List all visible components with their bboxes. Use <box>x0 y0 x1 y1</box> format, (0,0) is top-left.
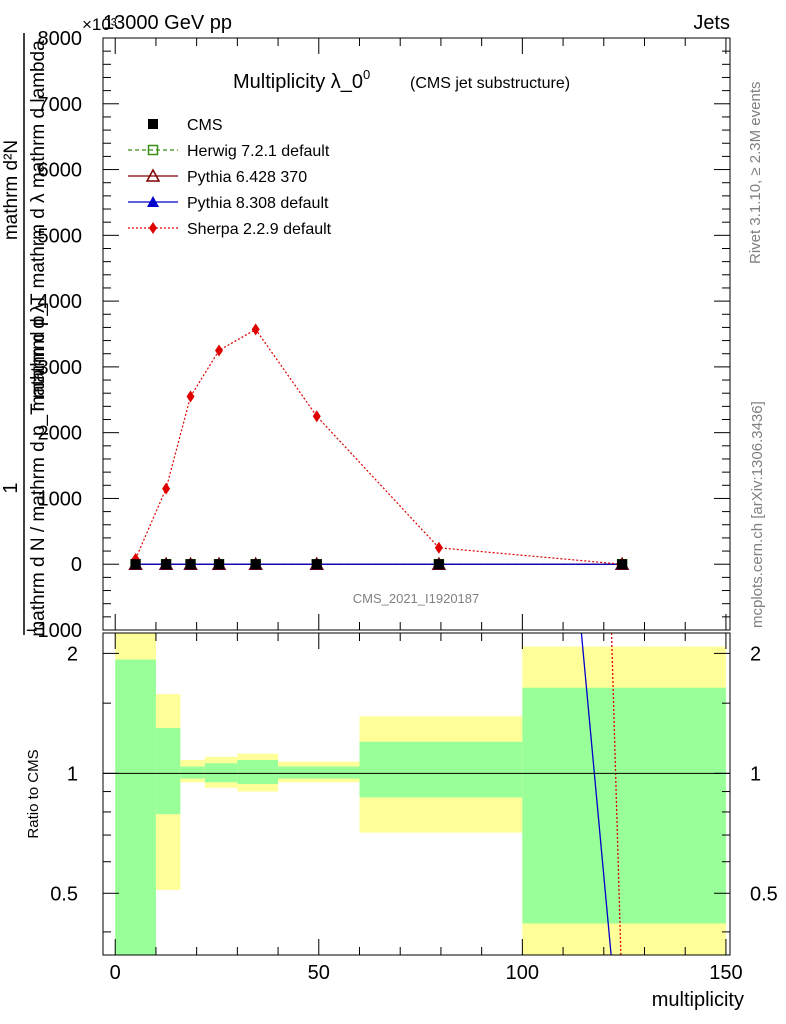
ratio-band-green <box>155 727 181 815</box>
legend-label-herwig-7-2-1-default: Herwig 7.2.1 default <box>187 143 330 160</box>
main-plot-frame <box>102 37 731 631</box>
chart-title-main: Multiplicity λ_0 <box>233 71 363 93</box>
ratio-y-tick-label-right: 2 <box>750 643 761 665</box>
cms-point <box>311 559 322 570</box>
cms-point <box>185 559 196 570</box>
sherpa-2-2-9-default-point <box>162 482 171 495</box>
chart-subtitle: (CMS jet substructure) <box>410 75 570 92</box>
y-tick-label: 5000 <box>38 225 83 247</box>
ratio-band-green <box>180 766 205 779</box>
analysis-id: CMS_2021_I1920187 <box>353 591 480 606</box>
ylabel-denominator: mathrm d p_T mathrm d λ mathrm d lambda <box>28 40 49 412</box>
y-tick-label: 2000 <box>38 423 83 445</box>
ratio-band-green <box>522 687 726 924</box>
cms-point <box>250 559 261 570</box>
ratio-plot-frame <box>102 632 731 956</box>
ylabel-prefix-denominator: mathrm d N / mathrm d p_T mathrm d λ <box>28 303 49 637</box>
x-tick-label: 50 <box>308 962 330 984</box>
sherpa-2-2-9-default-point <box>251 323 260 336</box>
energy-label: 13000 GeV pp <box>103 12 232 34</box>
legend-label-cms: CMS <box>187 117 223 134</box>
legend-label-sherpa-2-2-9-default: Sherpa 2.2.9 default <box>187 221 332 238</box>
ratio-y-tick-label: 0.5 <box>50 883 78 905</box>
pythia-8-308-default-ratio-line <box>580 632 612 956</box>
ratio-plot-panel: 0.5 0.5 1 1 2 2 0 50 100 150 <box>50 632 778 984</box>
y-tick-label: 8000 <box>38 28 83 50</box>
ylabel-numerator: mathrm d²N <box>1 140 22 240</box>
category-label: Jets <box>693 12 730 34</box>
ratio-band-green <box>204 763 238 783</box>
y-tick-label: 0 <box>71 554 82 576</box>
cms-point <box>433 559 444 570</box>
legend-marker-sherpa-2-2-9-default <box>149 222 157 234</box>
axis-multiplier: ×10³ <box>82 15 117 34</box>
y-tick-label: 1000 <box>38 488 83 510</box>
x-tick-label: 0 <box>110 962 121 984</box>
cms-point <box>161 559 172 570</box>
legend-marker-pythia-8-308-default <box>147 196 159 207</box>
mcplots-label: mcplots.cern.ch [arXiv:1306.3436] <box>749 401 766 628</box>
ylabel-prefix: 1 <box>0 482 22 493</box>
chart-title-sup: 0 <box>363 67 370 82</box>
y-tick-label: −1000 <box>26 620 82 642</box>
cms-point <box>617 559 628 570</box>
ratio-y-tick-label: 2 <box>67 643 78 665</box>
rivet-label: Rivet 3.1.10, ≥ 2.3M events <box>747 82 764 265</box>
legend-marker-pythia-6-428-370 <box>145 168 161 182</box>
ratio-band-green <box>115 659 156 955</box>
sherpa-2-2-9-default-point <box>434 541 443 554</box>
y-tick-label: 6000 <box>38 160 83 182</box>
x-axis-label: multiplicity <box>652 989 744 1011</box>
ratio-y-tick-label: 1 <box>67 763 78 785</box>
legend-label-pythia-6-428-370: Pythia 6.428 370 <box>187 169 307 186</box>
y-tick-label: 4000 <box>38 291 83 313</box>
ratio-band-green <box>237 760 279 785</box>
sherpa-2-2-9-default-point <box>215 344 224 357</box>
legend-label-pythia-8-308-default: Pythia 8.308 default <box>187 195 329 212</box>
sherpa-2-2-9-default-ratio-line <box>610 632 622 956</box>
ratio-ylabel: Ratio to CMS <box>25 749 42 838</box>
legend-marker-cms <box>148 119 158 129</box>
x-tick-label: 100 <box>506 962 539 984</box>
ratio-band-green <box>359 741 523 798</box>
main-plot-panel: −1000 0 1000 2000 3000 4000 5000 6000 7000 8000 M… <box>26 28 731 642</box>
ratio-band-green <box>278 766 360 779</box>
chart-title: Multiplicity λ_00 <box>233 67 370 93</box>
ratio-y-tick-label-right: 1 <box>750 763 761 785</box>
legend-marker-herwig-7-2-1-default <box>147 144 159 156</box>
sherpa-2-2-9-default-point <box>312 410 321 423</box>
sherpa-2-2-9-default-line <box>135 328 623 565</box>
y-tick-label: 7000 <box>38 94 83 116</box>
y-tick-label: 3000 <box>38 357 83 379</box>
cms-point <box>214 559 225 570</box>
ratio-y-tick-label-right: 0.5 <box>750 883 778 905</box>
sherpa-2-2-9-default-point <box>186 390 195 403</box>
main-ylabel: 1 mathrm d N / mathrm d p_T mathrm d λ m… <box>0 33 49 637</box>
cms-point <box>130 559 141 570</box>
x-tick-label: 150 <box>709 962 742 984</box>
legend: CMS Herwig 7.2.1 default Pythia 6.428 370 P… <box>128 117 332 238</box>
